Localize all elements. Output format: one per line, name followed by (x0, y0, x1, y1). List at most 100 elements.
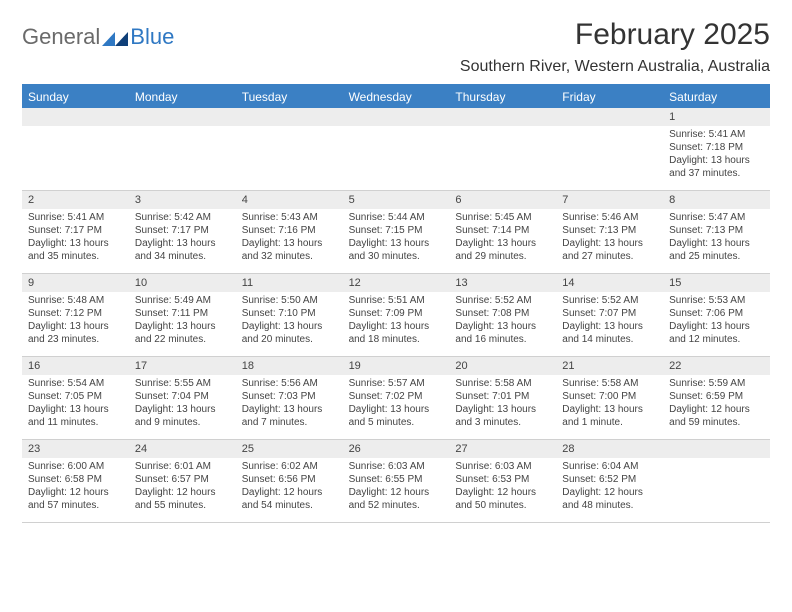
calendar-cell: 19Sunrise: 5:57 AMSunset: 7:02 PMDayligh… (343, 357, 450, 439)
logo-text-general: General (22, 24, 100, 50)
day-header-thursday: Thursday (449, 86, 556, 108)
sunrise-text: Sunrise: 5:56 AM (242, 377, 337, 390)
daylight-text: Daylight: 13 hours and 22 minutes. (135, 320, 230, 346)
day-details: Sunrise: 5:44 AMSunset: 7:15 PMDaylight:… (343, 209, 450, 267)
calendar-cell (343, 108, 450, 190)
day-number: 10 (129, 274, 236, 292)
day-number: 23 (22, 440, 129, 458)
calendar-cell: 16Sunrise: 5:54 AMSunset: 7:05 PMDayligh… (22, 357, 129, 439)
day-details: Sunrise: 6:03 AMSunset: 6:53 PMDaylight:… (449, 458, 556, 516)
sunset-text: Sunset: 7:12 PM (28, 307, 123, 320)
day-number: 7 (556, 191, 663, 209)
sunrise-text: Sunrise: 5:49 AM (135, 294, 230, 307)
sunrise-text: Sunrise: 5:54 AM (28, 377, 123, 390)
day-number: 9 (22, 274, 129, 292)
calendar-cell: 11Sunrise: 5:50 AMSunset: 7:10 PMDayligh… (236, 274, 343, 356)
sunset-text: Sunset: 7:10 PM (242, 307, 337, 320)
month-title: February 2025 (460, 18, 770, 52)
day-details: Sunrise: 5:45 AMSunset: 7:14 PMDaylight:… (449, 209, 556, 267)
day-number: 20 (449, 357, 556, 375)
sunset-text: Sunset: 7:05 PM (28, 390, 123, 403)
sunrise-text: Sunrise: 5:58 AM (455, 377, 550, 390)
day-header-monday: Monday (129, 86, 236, 108)
day-number: 22 (663, 357, 770, 375)
calendar-cell: 14Sunrise: 5:52 AMSunset: 7:07 PMDayligh… (556, 274, 663, 356)
day-details: Sunrise: 5:58 AMSunset: 7:01 PMDaylight:… (449, 375, 556, 433)
daylight-text: Daylight: 13 hours and 29 minutes. (455, 237, 550, 263)
day-header-tuesday: Tuesday (236, 86, 343, 108)
calendar-cell: 24Sunrise: 6:01 AMSunset: 6:57 PMDayligh… (129, 440, 236, 522)
daylight-text: Daylight: 12 hours and 54 minutes. (242, 486, 337, 512)
daylight-text: Daylight: 13 hours and 23 minutes. (28, 320, 123, 346)
day-number (236, 108, 343, 126)
daylight-text: Daylight: 13 hours and 12 minutes. (669, 320, 764, 346)
day-number: 5 (343, 191, 450, 209)
sunset-text: Sunset: 7:11 PM (135, 307, 230, 320)
calendar-cell: 5Sunrise: 5:44 AMSunset: 7:15 PMDaylight… (343, 191, 450, 273)
daylight-text: Daylight: 13 hours and 14 minutes. (562, 320, 657, 346)
sunset-text: Sunset: 7:17 PM (28, 224, 123, 237)
calendar-cell: 22Sunrise: 5:59 AMSunset: 6:59 PMDayligh… (663, 357, 770, 439)
daylight-text: Daylight: 13 hours and 18 minutes. (349, 320, 444, 346)
sunrise-text: Sunrise: 5:57 AM (349, 377, 444, 390)
calendar-cell: 28Sunrise: 6:04 AMSunset: 6:52 PMDayligh… (556, 440, 663, 522)
sunrise-text: Sunrise: 5:45 AM (455, 211, 550, 224)
sunset-text: Sunset: 7:03 PM (242, 390, 337, 403)
daylight-text: Daylight: 13 hours and 16 minutes. (455, 320, 550, 346)
sunset-text: Sunset: 7:16 PM (242, 224, 337, 237)
day-details: Sunrise: 5:41 AMSunset: 7:18 PMDaylight:… (663, 126, 770, 184)
sunset-text: Sunset: 7:06 PM (669, 307, 764, 320)
calendar-cell: 7Sunrise: 5:46 AMSunset: 7:13 PMDaylight… (556, 191, 663, 273)
calendar-cell: 15Sunrise: 5:53 AMSunset: 7:06 PMDayligh… (663, 274, 770, 356)
day-details: Sunrise: 6:04 AMSunset: 6:52 PMDaylight:… (556, 458, 663, 516)
day-number: 16 (22, 357, 129, 375)
calendar-cell: 12Sunrise: 5:51 AMSunset: 7:09 PMDayligh… (343, 274, 450, 356)
sunset-text: Sunset: 7:04 PM (135, 390, 230, 403)
calendar-cell: 18Sunrise: 5:56 AMSunset: 7:03 PMDayligh… (236, 357, 343, 439)
sunrise-text: Sunrise: 6:01 AM (135, 460, 230, 473)
calendar-week: 23Sunrise: 6:00 AMSunset: 6:58 PMDayligh… (22, 440, 770, 523)
day-number: 4 (236, 191, 343, 209)
location-text: Southern River, Western Australia, Austr… (460, 58, 770, 76)
day-number (556, 108, 663, 126)
calendar-cell (663, 440, 770, 522)
calendar-cell: 9Sunrise: 5:48 AMSunset: 7:12 PMDaylight… (22, 274, 129, 356)
sunrise-text: Sunrise: 5:50 AM (242, 294, 337, 307)
sunset-text: Sunset: 7:17 PM (135, 224, 230, 237)
calendar-cell: 23Sunrise: 6:00 AMSunset: 6:58 PMDayligh… (22, 440, 129, 522)
calendar-cell: 4 Sunrise: 5:43 AMSunset: 7:16 PMDaylight… (236, 191, 343, 273)
logo: General Blue (22, 24, 174, 50)
sunrise-text: Sunrise: 5:43 AM (242, 211, 337, 224)
daylight-text: Daylight: 12 hours and 59 minutes. (669, 403, 764, 429)
daylight-text: Daylight: 13 hours and 34 minutes. (135, 237, 230, 263)
logo-text-blue: Blue (130, 24, 174, 50)
day-details: Sunrise: 5:51 AMSunset: 7:09 PMDaylight:… (343, 292, 450, 350)
calendar-cell: 1Sunrise: 5:41 AMSunset: 7:18 PMDaylight… (663, 108, 770, 190)
daylight-text: Daylight: 13 hours and 7 minutes. (242, 403, 337, 429)
calendar-day-headers: Sunday Monday Tuesday Wednesday Thursday… (22, 86, 770, 108)
calendar-cell (129, 108, 236, 190)
sunrise-text: Sunrise: 6:03 AM (349, 460, 444, 473)
day-number: 26 (343, 440, 450, 458)
sunset-text: Sunset: 7:14 PM (455, 224, 550, 237)
day-number: 3 (129, 191, 236, 209)
day-details: Sunrise: 6:03 AMSunset: 6:55 PMDaylight:… (343, 458, 450, 516)
sunrise-text: Sunrise: 5:46 AM (562, 211, 657, 224)
calendar-cell: 13Sunrise: 5:52 AMSunset: 7:08 PMDayligh… (449, 274, 556, 356)
day-number: 25 (236, 440, 343, 458)
sunrise-text: Sunrise: 6:02 AM (242, 460, 337, 473)
day-number: 6 (449, 191, 556, 209)
daylight-text: Daylight: 13 hours and 3 minutes. (455, 403, 550, 429)
sunset-text: Sunset: 7:01 PM (455, 390, 550, 403)
sunset-text: Sunset: 7:13 PM (562, 224, 657, 237)
daylight-text: Daylight: 12 hours and 50 minutes. (455, 486, 550, 512)
day-details: Sunrise: 5:57 AMSunset: 7:02 PMDaylight:… (343, 375, 450, 433)
day-details: Sunrise: 6:01 AMSunset: 6:57 PMDaylight:… (129, 458, 236, 516)
sunset-text: Sunset: 7:00 PM (562, 390, 657, 403)
day-details: Sunrise: 5:41 AMSunset: 7:17 PMDaylight:… (22, 209, 129, 267)
calendar-week: 16Sunrise: 5:54 AMSunset: 7:05 PMDayligh… (22, 357, 770, 440)
day-details: Sunrise: 5:54 AMSunset: 7:05 PMDaylight:… (22, 375, 129, 433)
daylight-text: Daylight: 13 hours and 32 minutes. (242, 237, 337, 263)
day-number: 21 (556, 357, 663, 375)
calendar-cell: 21Sunrise: 5:58 AMSunset: 7:00 PMDayligh… (556, 357, 663, 439)
